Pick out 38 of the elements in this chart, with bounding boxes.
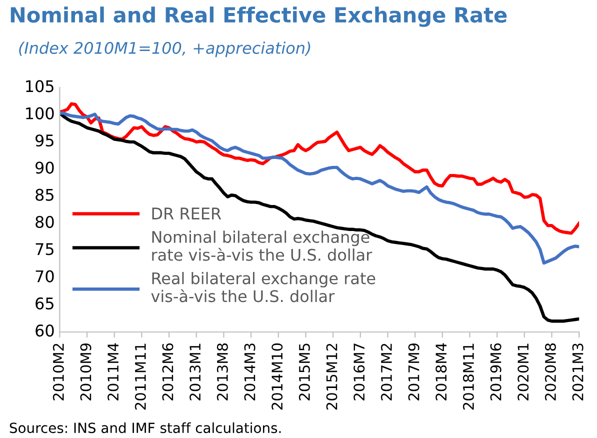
line-series xyxy=(60,112,580,265)
y-tick-label: 70 xyxy=(36,270,54,282)
x-tick-label: 2016M7 xyxy=(354,344,365,400)
chart-subtitle: (Index 2010M1=100, +appreciation) xyxy=(19,42,310,58)
x-tick-label: 2015M12 xyxy=(326,344,338,410)
x-tick-label: 2020M1 xyxy=(518,344,529,400)
y-tick-label: 105 xyxy=(26,80,54,92)
x-tick-label: 2017M2 xyxy=(380,344,392,400)
source-note: Sources: INS and IMF staff calculations. xyxy=(10,422,281,434)
chart-title: Nominal and Real Effective Exchange Rate xyxy=(10,6,507,27)
x-tick-label: 2011M4 xyxy=(108,343,119,400)
x-tick-label: 2013M8 xyxy=(216,343,228,400)
y-tick-label: 85 xyxy=(36,188,54,201)
y-tick-label: 75 xyxy=(36,243,54,256)
y-tick-label: 90 xyxy=(36,162,54,174)
x-tick-label: 2010M9 xyxy=(80,343,92,400)
y-tick-label: 60 xyxy=(36,324,54,337)
x-tick-label: 2011M11 xyxy=(134,344,146,410)
x-tick-label: 2017M9 xyxy=(408,343,420,400)
y-tick-label: 100 xyxy=(26,107,54,120)
x-tick-label: 2014M10 xyxy=(272,343,283,410)
x-tick-label: 2020M8 xyxy=(544,343,556,400)
line-series xyxy=(60,112,580,323)
y-tick-label: 65 xyxy=(36,297,54,310)
x-tick-label: 2010M2 xyxy=(52,344,64,400)
x-tick-label: 2019M6 xyxy=(490,343,502,400)
y-tick-label: 80 xyxy=(36,216,54,228)
legend-label: DR REER xyxy=(152,208,222,220)
y-tick-label: 95 xyxy=(36,134,54,147)
x-tick-label: 2021M3 xyxy=(572,344,584,400)
x-tick-label: 2015M5 xyxy=(298,344,310,400)
x-tick-label: 2018M4 xyxy=(436,343,447,400)
legend-label: Real bilateral exchange rate vis-à-vis the U.S. dollar xyxy=(151,272,376,302)
x-tick-label: 2012M6 xyxy=(162,343,174,400)
x-tick-label: 2014M3 xyxy=(244,344,256,400)
legend-label: Nominal bilateral exchange rate vis-à-vis the U.S. dollar xyxy=(152,230,372,261)
x-tick-label: 2018M11 xyxy=(462,344,474,410)
x-tick-label: 2013M1 xyxy=(190,344,201,400)
